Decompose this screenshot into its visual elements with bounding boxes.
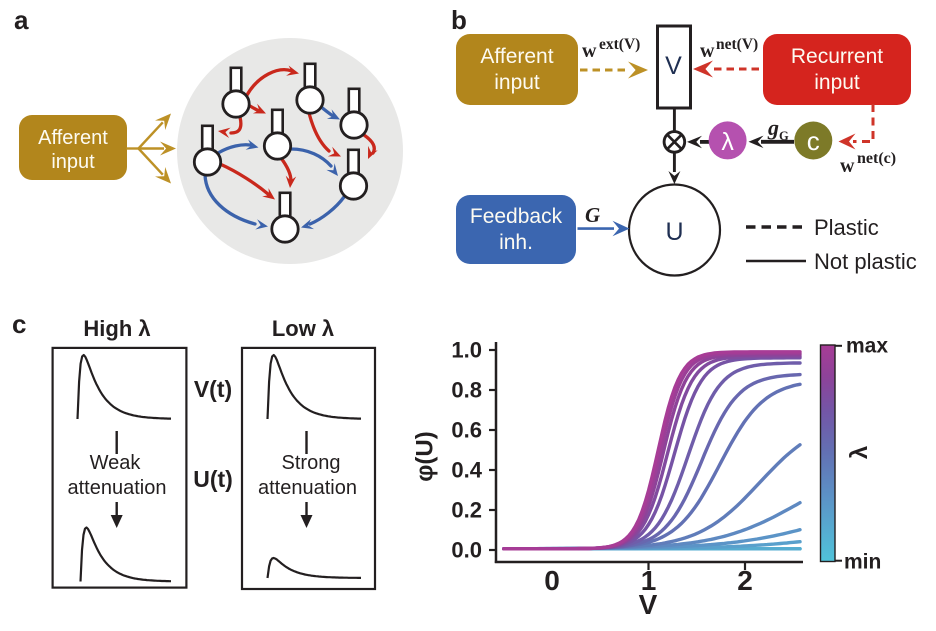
svg-text:Low λ: Low λ <box>272 316 334 341</box>
svg-text:V: V <box>665 52 682 80</box>
svg-text:Plastic: Plastic <box>814 215 879 240</box>
svg-text:Not plastic: Not plastic <box>814 249 917 274</box>
svg-text:Afferent: Afferent <box>480 45 553 68</box>
svg-text:0.2: 0.2 <box>451 498 482 523</box>
svg-text:inh.: inh. <box>499 231 533 254</box>
svg-text:U: U <box>665 218 683 246</box>
svg-text:Feedback: Feedback <box>470 205 563 228</box>
svg-text:input: input <box>814 71 860 94</box>
svg-text:net(V): net(V) <box>716 36 758 53</box>
svg-text:2: 2 <box>737 565 753 596</box>
svg-text:Afferent: Afferent <box>38 127 108 149</box>
svg-text:w: w <box>700 40 715 62</box>
svg-text:φ(U): φ(U) <box>412 431 439 481</box>
svg-text:attenuation: attenuation <box>258 477 357 499</box>
svg-text:input: input <box>494 71 540 94</box>
svg-text:ext(V): ext(V) <box>599 36 640 53</box>
svg-text:U(t): U(t) <box>193 466 233 492</box>
svg-text:0.0: 0.0 <box>451 538 482 563</box>
svg-text:G: G <box>779 129 789 143</box>
svg-text:min: min <box>844 551 881 574</box>
svg-text:w: w <box>840 155 855 177</box>
svg-text:attenuation: attenuation <box>68 477 167 499</box>
svg-text:max: max <box>846 335 888 358</box>
svg-text:0.4: 0.4 <box>451 458 482 483</box>
svg-text:High λ: High λ <box>83 316 150 341</box>
svg-text:λ: λ <box>721 128 734 156</box>
svg-text:λ: λ <box>846 446 873 459</box>
svg-text:b: b <box>451 5 467 35</box>
svg-text:0.8: 0.8 <box>451 378 482 403</box>
svg-text:1.0: 1.0 <box>451 338 482 363</box>
svg-text:0: 0 <box>544 565 560 596</box>
svg-text:c: c <box>807 126 820 156</box>
svg-text:c: c <box>12 309 26 339</box>
svg-text:net(c): net(c) <box>857 150 896 167</box>
svg-text:V(t): V(t) <box>194 376 232 402</box>
svg-text:g: g <box>767 115 779 140</box>
svg-text:a: a <box>14 5 29 35</box>
svg-text:Strong: Strong <box>282 452 341 474</box>
svg-text:input: input <box>51 151 95 173</box>
svg-text:G: G <box>585 203 600 227</box>
svg-text:0.6: 0.6 <box>451 418 482 443</box>
svg-text:1: 1 <box>641 565 657 596</box>
svg-text:Recurrent: Recurrent <box>791 45 883 68</box>
svg-text:Weak: Weak <box>90 452 142 474</box>
svg-text:V: V <box>639 589 658 620</box>
svg-text:w: w <box>582 40 597 62</box>
